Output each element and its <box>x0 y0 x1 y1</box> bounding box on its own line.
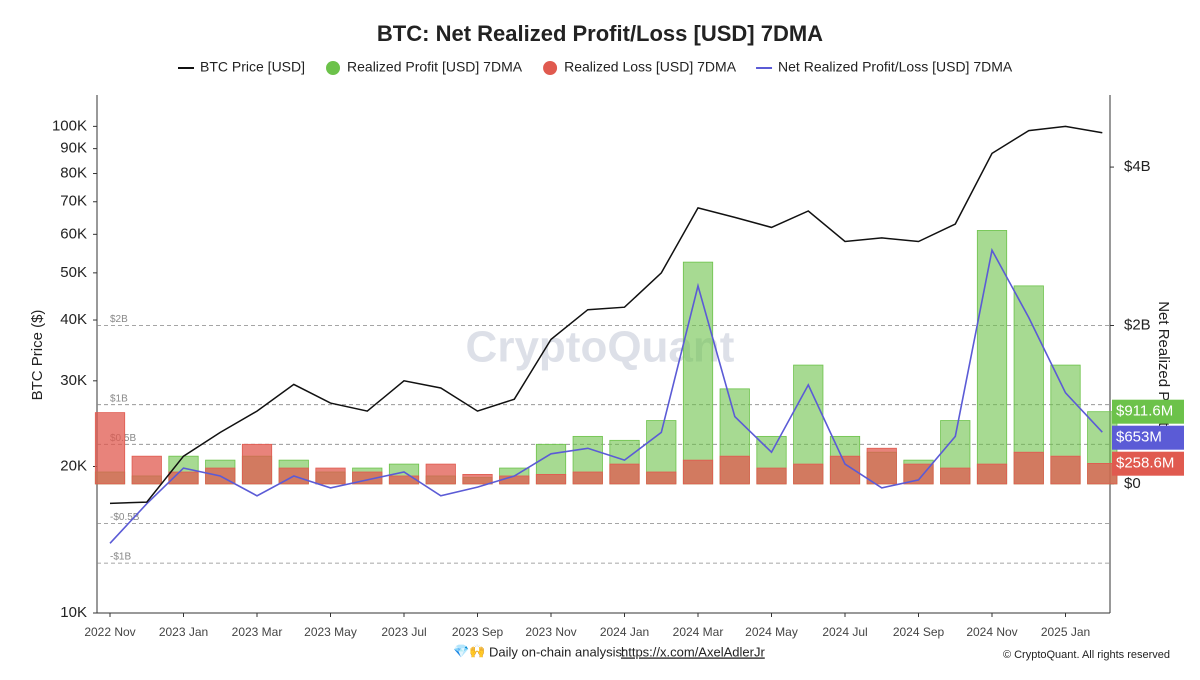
grid-label: $1B <box>110 393 128 404</box>
grid-label: -$0.5B <box>110 512 140 523</box>
x-tick-label: 2024 Nov <box>966 625 1017 639</box>
bar <box>609 463 640 485</box>
y2-tick-label: $0 <box>1124 475 1141 492</box>
x-tick-label: 2024 May <box>745 625 798 639</box>
x-tick-label: 2023 Mar <box>232 625 283 639</box>
bar <box>462 473 493 485</box>
bar <box>315 467 346 485</box>
bar <box>756 467 787 485</box>
x-tick-label: 2025 Jan <box>1041 625 1090 639</box>
bar <box>535 473 567 485</box>
footer-text: Daily on-chain analysis: <box>489 644 626 659</box>
x-tick-label: 2023 May <box>304 625 357 639</box>
grid-label: $2B <box>110 314 128 325</box>
bar <box>131 455 162 485</box>
bar <box>940 467 971 485</box>
bar <box>1013 451 1044 485</box>
value-label-box: $653M <box>1112 425 1184 450</box>
y-tick-label: 20K <box>60 457 87 474</box>
x-tick-label: 2023 Sep <box>452 625 504 639</box>
value-label-bg <box>1112 451 1184 476</box>
x-tick-label: 2024 Jul <box>822 625 867 639</box>
y-tick-label: 10K <box>60 604 87 621</box>
bar <box>425 463 456 485</box>
legend-label: Net Realized Profit/Loss [USD] 7DMA <box>778 59 1013 75</box>
footer-link[interactable]: https://x.com/AxelAdlerJr <box>621 644 765 659</box>
bar <box>241 443 273 485</box>
value-label-bg <box>1112 399 1184 424</box>
bar <box>682 459 714 485</box>
series-line <box>109 247 1103 544</box>
y-tick-label: 40K <box>60 311 87 328</box>
x-tick-label: 2022 Nov <box>84 625 135 639</box>
bar <box>646 471 677 485</box>
bar <box>572 471 603 485</box>
chart-title: BTC: Net Realized Profit/Loss [USD] 7DMA <box>377 21 823 46</box>
y-tick-label: 100K <box>52 117 87 134</box>
legend-swatch <box>326 61 341 75</box>
legend-label: BTC Price [USD] <box>200 59 305 75</box>
x-tick-label: 2024 Mar <box>673 625 724 639</box>
value-label-bg <box>1112 425 1184 450</box>
y2-tick-label: $2B <box>1124 316 1151 333</box>
value-label-box: $258.6M <box>1112 451 1184 476</box>
y-tick-label: 60K <box>60 225 87 242</box>
bar <box>682 261 714 485</box>
y-axis-label: BTC Price ($) <box>29 310 46 401</box>
grid-label: -$1B <box>110 552 131 563</box>
x-tick-label: 2024 Sep <box>893 625 945 639</box>
legend-swatch <box>543 61 558 75</box>
legend-label: Realized Loss [USD] 7DMA <box>564 59 737 75</box>
y-tick-label: 30K <box>60 372 87 389</box>
y-tick-label: 90K <box>60 140 87 157</box>
value-label: $653M <box>1116 429 1162 446</box>
bar <box>866 447 897 485</box>
x-tick-label: 2023 Jul <box>381 625 426 639</box>
value-label: $911.6M <box>1116 403 1173 420</box>
y-tick-label: 50K <box>60 264 87 281</box>
bar <box>976 463 1008 485</box>
bar <box>793 463 824 485</box>
copyright: © CryptoQuant. All rights reserved <box>1003 649 1170 661</box>
bar <box>94 412 126 485</box>
x-tick-label: 2023 Jan <box>159 625 208 639</box>
legend: BTC Price [USD] Realized Profit [USD] 7DM… <box>178 59 1013 75</box>
bar <box>719 455 750 485</box>
y-tick-label: 70K <box>60 193 87 210</box>
bar <box>352 471 383 485</box>
series-line <box>109 125 1103 505</box>
y2-tick-label: $4B <box>1124 158 1151 175</box>
bar <box>388 475 420 485</box>
bar <box>903 463 934 485</box>
bar <box>976 230 1008 485</box>
x-tick-label: 2023 Nov <box>525 625 576 639</box>
legend-label: Realized Profit [USD] 7DMA <box>347 59 523 75</box>
value-label: $258.6M <box>1116 455 1174 472</box>
bar <box>168 471 199 485</box>
y-tick-label: 80K <box>60 164 87 181</box>
x-tick-label: 2024 Jan <box>600 625 649 639</box>
footer-icons: 💎🙌 <box>453 643 485 658</box>
bar <box>1050 455 1081 485</box>
value-label-box: $911.6M <box>1112 399 1184 424</box>
